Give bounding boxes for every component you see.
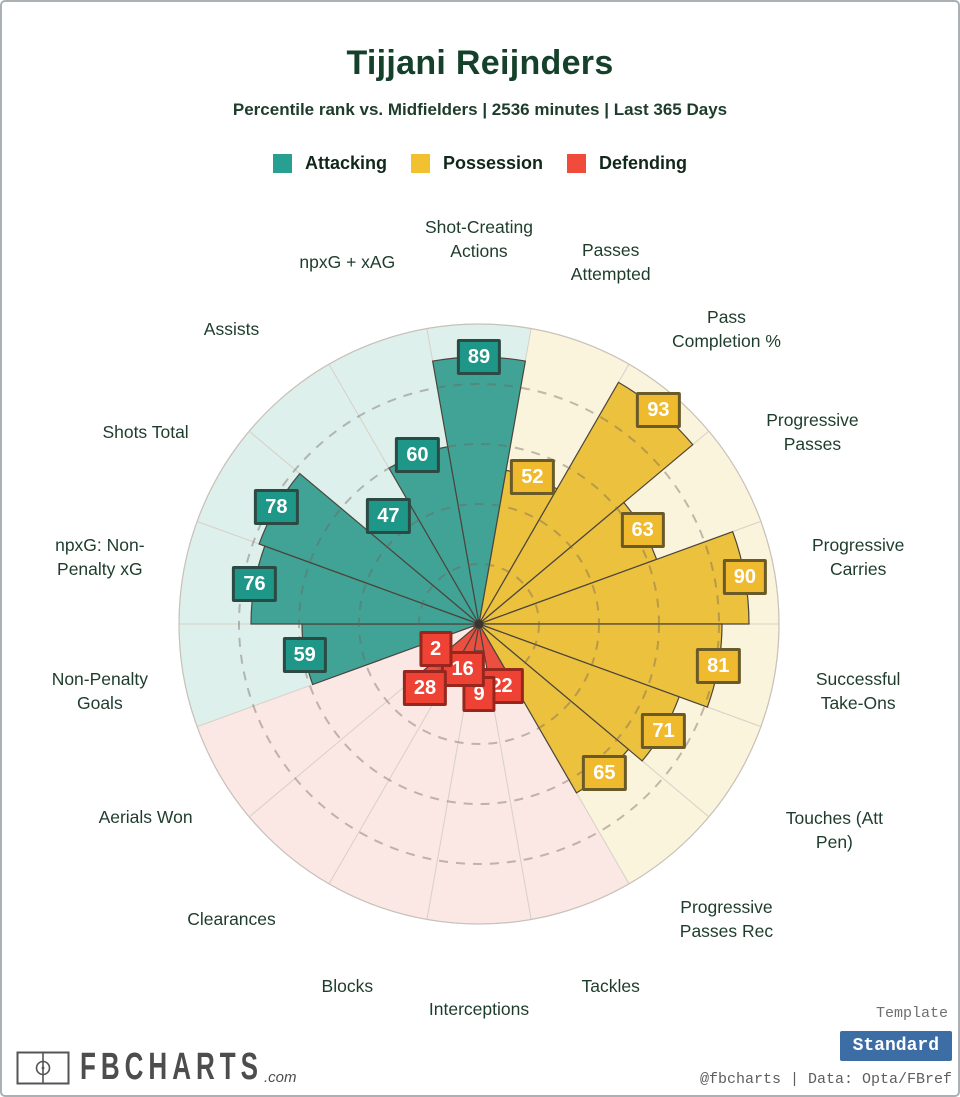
category-label-progressive-passes: Progressive Passes — [766, 409, 859, 454]
football-pitch-icon — [16, 1051, 70, 1085]
value-badge-passes-attempted: 52 — [510, 459, 555, 496]
legend-item-possession: Possession — [410, 153, 544, 174]
template-standard-button[interactable]: Standard — [839, 1031, 952, 1061]
category-label-npxg-xag: npxG + xAG — [299, 252, 396, 273]
category-label-assists: Assists — [203, 318, 260, 339]
value-badge-progressive-passes: 63 — [620, 511, 665, 548]
value-badge-aerials-won: 2 — [419, 631, 453, 667]
legend-label-defending: Defending — [599, 153, 688, 173]
legend-label-possession: Possession — [442, 153, 544, 173]
legend-label-attacking: Attacking — [304, 153, 387, 173]
possession-swatch-icon — [410, 154, 430, 173]
brand-tld: .com — [264, 1069, 297, 1086]
attacking-swatch-icon — [272, 154, 292, 173]
category-label-progressive-passes-rec: Progressive Passes Rec — [679, 896, 774, 941]
footer-right: Template Standard @fbcharts | Data: Opta… — [700, 1005, 952, 1088]
category-label-interceptions: Interceptions — [428, 998, 530, 1019]
category-label-passes-attempted: Passes Attempted — [570, 240, 651, 285]
category-label-progressive-carries: Progressive Carries — [811, 535, 905, 580]
category-label-shots-total: Shots Total — [102, 421, 189, 442]
legend-item-defending: Defending — [567, 153, 687, 174]
category-label-npxg-non-penalty-xg: npxG: Non- Penalty xG — [55, 535, 145, 580]
chart-header: Tijjani Reijnders Percentile rank vs. Mi… — [0, 0, 960, 174]
category-label-non-penalty-goals: Non-Penalty Goals — [51, 668, 148, 713]
category-label-touches-att-pen: Touches (Att Pen) — [785, 807, 884, 852]
legend: Attacking Possession Defending — [0, 153, 960, 174]
page-subtitle: Percentile rank vs. Midfielders | 2536 m… — [232, 100, 728, 119]
value-badge-clearances: 28 — [402, 670, 448, 707]
value-badge-blocks: 16 — [440, 651, 485, 688]
value-badge-npxg-non-penalty-xg: 76 — [232, 566, 277, 603]
category-label-shot-creating-actions: Shot-Creating Actions — [425, 216, 533, 261]
page-title: Tijjani Reijnders — [346, 44, 614, 82]
category-label-pass-completion-%: Pass Completion % — [671, 306, 781, 352]
defending-swatch-icon — [567, 154, 587, 173]
legend-item-attacking: Attacking — [272, 153, 387, 174]
credit-line: @fbcharts | Data: Opta/FBref — [699, 1071, 952, 1088]
brand-wordmark: FBCHARTS — [80, 1044, 263, 1088]
fbcharts-brand: FBCHARTS .com — [16, 1047, 297, 1086]
category-label-blocks: Blocks — [321, 975, 374, 996]
value-badge-pass-completion-%: 93 — [636, 392, 681, 429]
value-badge-npxg-xag: 60 — [395, 436, 440, 473]
value-badge-shot-creating-actions: 89 — [456, 339, 502, 375]
category-label-aerials-won: Aerials Won — [98, 806, 193, 827]
value-badge-progressive-passes-rec: 65 — [582, 755, 627, 792]
value-badge-assists: 47 — [366, 497, 411, 534]
category-label-successful-take-ons: Successful Take-Ons — [815, 668, 901, 713]
value-badge-non-penalty-goals: 59 — [282, 636, 327, 673]
value-badge-shots-total: 78 — [254, 489, 299, 525]
template-label: Template — [875, 1005, 948, 1022]
value-badge-successful-take-ons: 81 — [696, 648, 741, 685]
category-label-tackles: Tackles — [581, 975, 640, 996]
category-label-clearances: Clearances — [187, 908, 276, 929]
value-badge-progressive-carries: 90 — [722, 559, 768, 596]
value-badge-touches-att-pen: 71 — [641, 712, 686, 749]
